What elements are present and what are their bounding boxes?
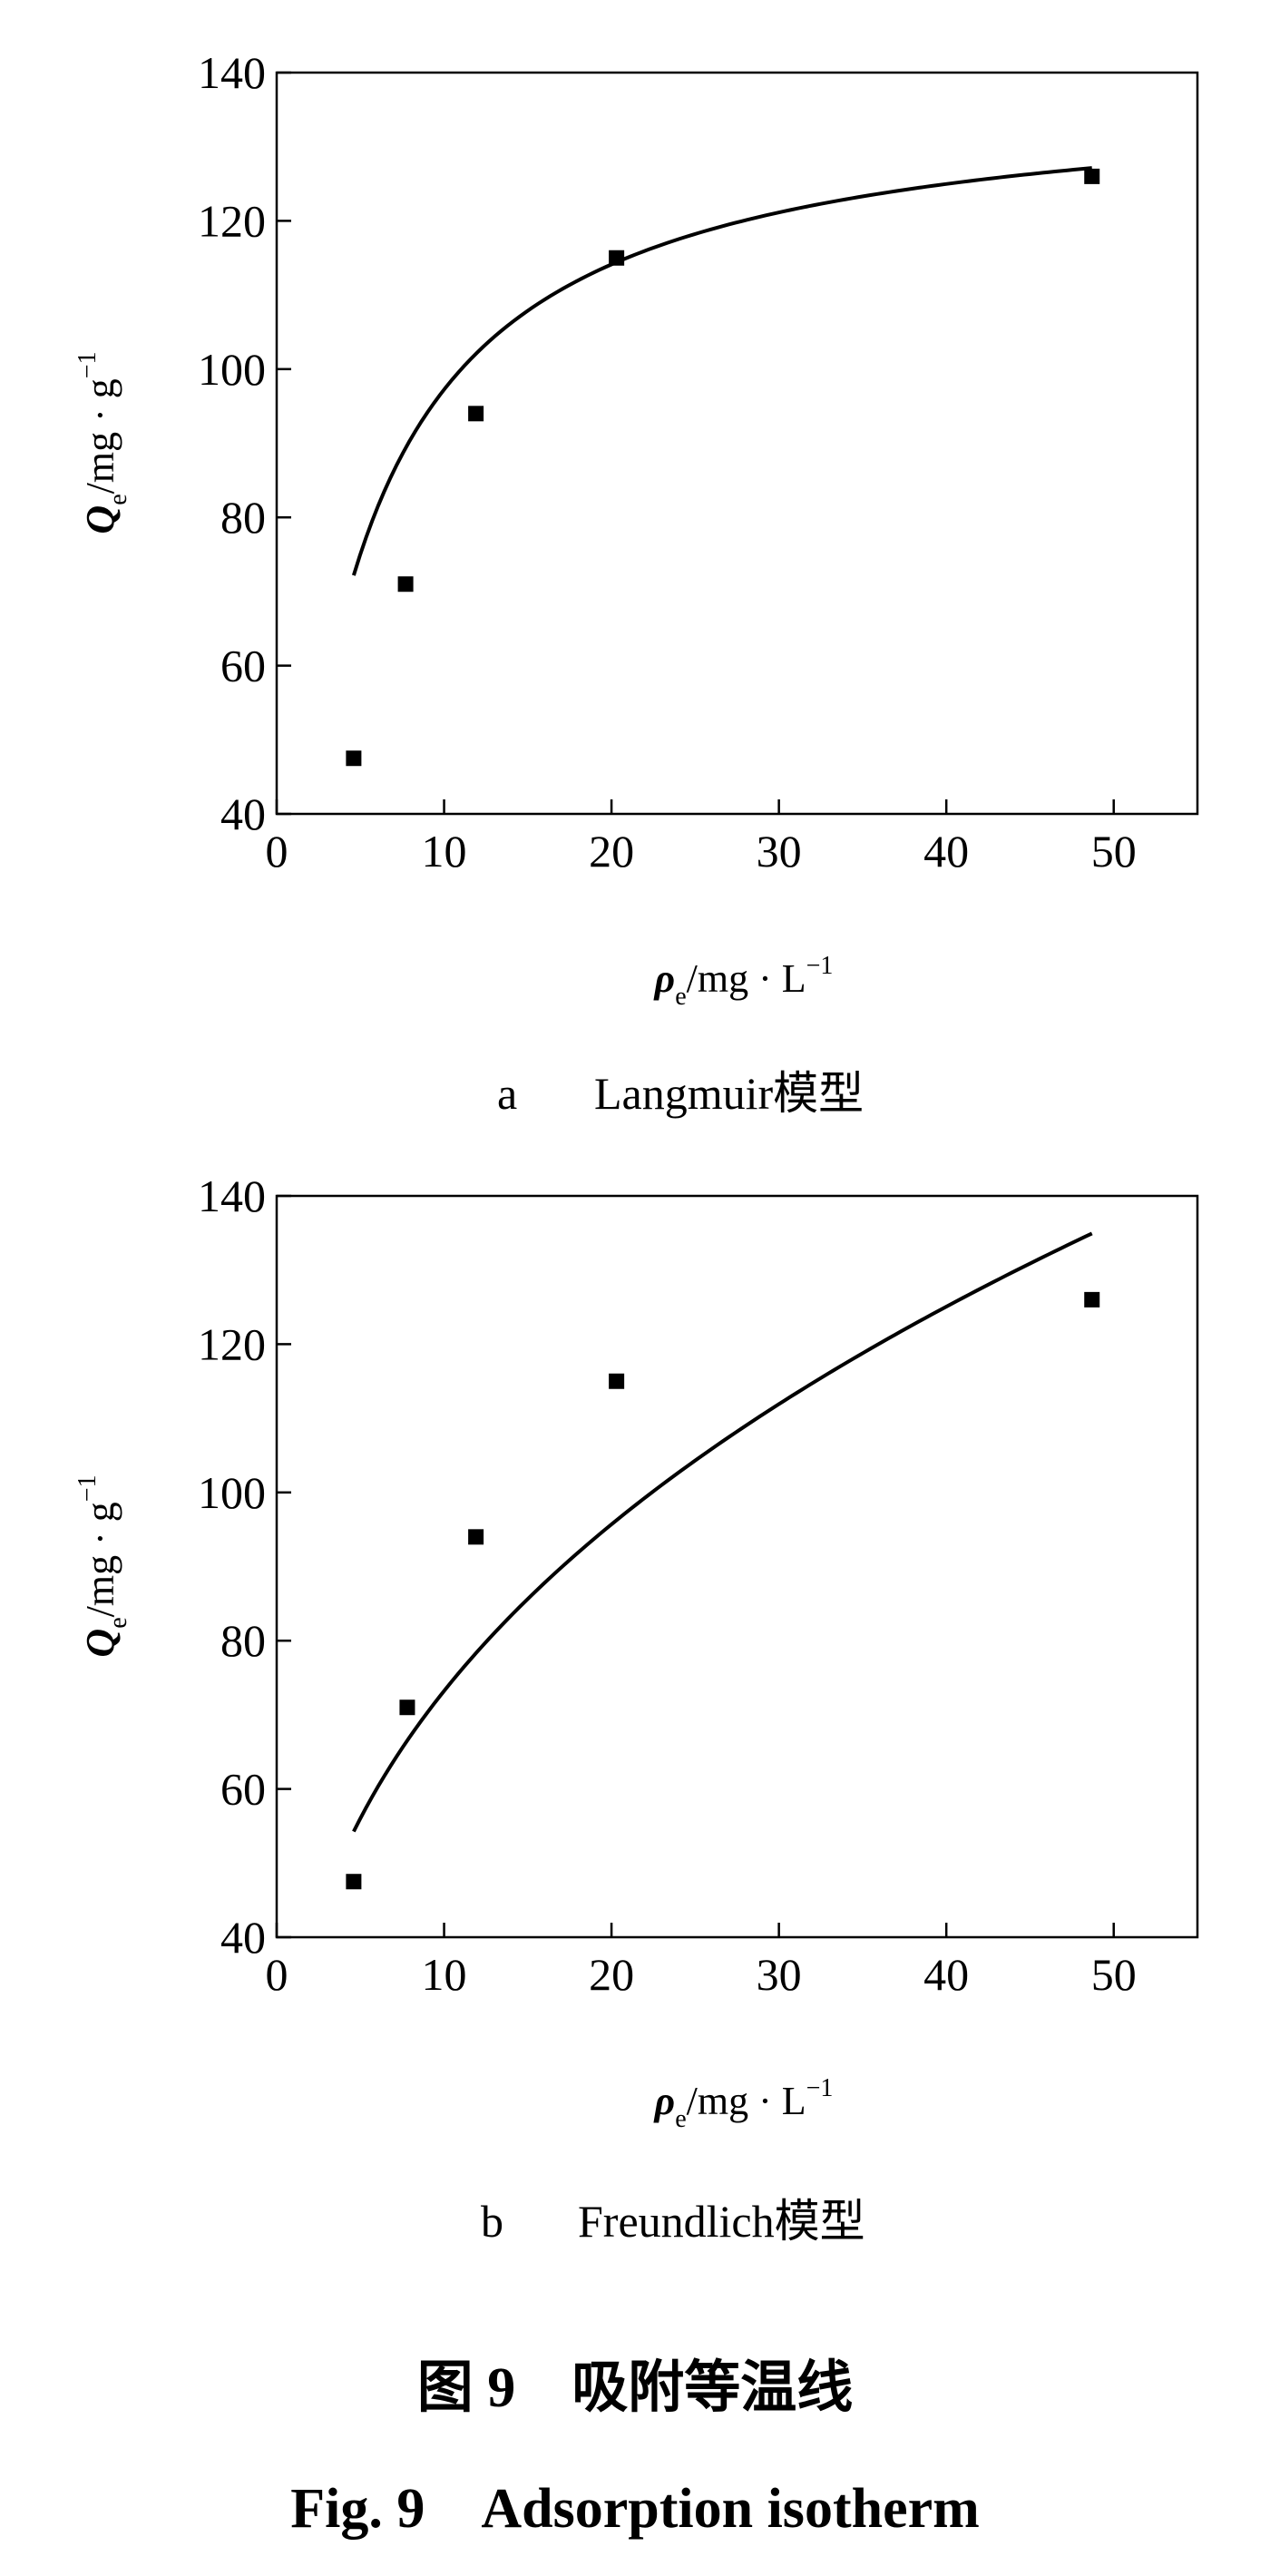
x-axis-label: ρe/mg · L−1	[653, 952, 834, 1011]
langmuir-fit-curve	[351, 166, 1092, 576]
freundlich-fit-curve	[352, 1231, 1093, 1833]
y-tick-label: 100	[198, 344, 266, 395]
y-tick-label: 60	[220, 1764, 266, 1815]
y-axis-symbol: Q	[78, 1629, 122, 1658]
data-point	[397, 576, 414, 593]
data-point	[1084, 168, 1100, 184]
y-axis-subscript: e	[104, 1617, 132, 1628]
y-axis-unit: /mg · g	[78, 378, 122, 494]
x-tick-label: 20	[589, 1949, 634, 2000]
x-axis-symbol: ρ	[653, 2079, 676, 2123]
data-point	[468, 406, 484, 422]
data-point	[468, 1529, 484, 1545]
x-tick-label: 0	[266, 826, 288, 877]
figure-title-cn: 图 9 吸附等温线	[417, 2356, 854, 2419]
y-axis-superscript: −1	[73, 351, 102, 378]
x-axis-unit: /mg · L	[687, 2079, 806, 2123]
y-axis-symbol: Q	[78, 505, 122, 534]
x-tick-label: 30	[757, 1949, 802, 2000]
x-axis-symbol: ρ	[653, 956, 676, 1001]
data-point	[346, 750, 362, 767]
y-axis-subscript: e	[104, 494, 132, 504]
svg-text:Qe/mg · g−1: Qe/mg · g−1	[73, 351, 132, 534]
x-axis-subscript: e	[675, 2105, 686, 2133]
x-tick-label: 10	[422, 1949, 467, 2000]
panel-caption-letter: a	[497, 1068, 517, 1119]
panel-caption-text: Langmuir模型	[594, 1068, 864, 1119]
panel-caption-text: Freundlich模型	[578, 2196, 865, 2247]
x-axis-label: ρe/mg · L−1	[653, 2074, 834, 2133]
y-axis-label: Qe/mg · g−1	[73, 1474, 132, 1657]
x-tick-label: 10	[422, 826, 467, 877]
x-tick-label: 40	[923, 1949, 969, 2000]
y-tick-label: 140	[198, 1170, 266, 1221]
x-axis-unit: /mg · L	[687, 956, 806, 1001]
data-point	[346, 1874, 362, 1890]
y-tick-label: 80	[220, 492, 266, 543]
data-point	[1084, 1291, 1100, 1308]
svg-text:Qe/mg · g−1: Qe/mg · g−1	[73, 1474, 132, 1657]
x-tick-label: 20	[589, 826, 634, 877]
y-tick-label: 120	[198, 195, 266, 246]
y-axis-unit: /mg · g	[78, 1502, 122, 1617]
figure-title-en: Fig. 9 Adsorption isotherm	[290, 2478, 980, 2540]
y-tick-label: 40	[220, 788, 266, 839]
y-tick-label: 120	[198, 1318, 266, 1369]
x-axis-superscript: −1	[806, 2074, 834, 2102]
plot-frame	[275, 1194, 1199, 1939]
data-point	[609, 250, 625, 266]
plot-frame	[275, 71, 1199, 816]
x-axis-superscript: −1	[806, 952, 834, 980]
x-tick-label: 50	[1091, 1949, 1137, 2000]
panel-caption-letter: b	[481, 2196, 503, 2247]
x-axis-subscript: e	[675, 983, 686, 1011]
data-point	[399, 1699, 415, 1716]
x-tick-label: 30	[757, 826, 802, 877]
x-tick-label: 40	[923, 826, 969, 877]
x-tick-label: 50	[1091, 826, 1137, 877]
y-tick-label: 140	[198, 47, 266, 98]
y-tick-label: 60	[220, 641, 266, 691]
x-tick-label: 0	[266, 1949, 288, 2000]
y-axis-label: Qe/mg · g−1	[73, 351, 132, 534]
y-tick-label: 100	[198, 1467, 266, 1518]
y-tick-label: 40	[220, 1912, 266, 1963]
y-axis-superscript: −1	[73, 1474, 102, 1502]
data-point	[609, 1373, 625, 1389]
y-tick-label: 80	[220, 1615, 266, 1666]
